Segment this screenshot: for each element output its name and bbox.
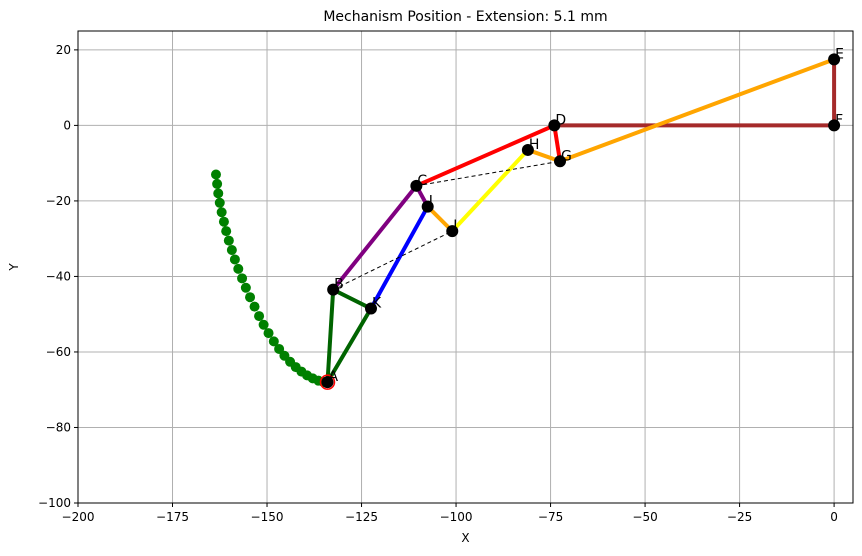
dashed-link-BI [332,230,453,291]
y-tick-label: −100 [38,496,71,510]
y-tick-label: −40 [46,269,71,283]
trace-point [214,197,225,208]
joint-label-I: I [453,218,457,234]
joint-point-B [327,283,340,296]
joint-point-K [364,302,377,315]
joint-point-F [828,119,841,132]
trace-point [263,328,274,339]
link-AK [325,306,373,385]
link-EG [558,57,837,164]
y-tick-label: −80 [46,420,71,434]
dashed-links [332,160,561,291]
x-tick-label: −50 [632,510,657,524]
trace-point [254,311,265,322]
joint-point-H [521,143,534,156]
link-DG [552,123,563,164]
x-tick-label: −75 [538,510,563,524]
link-BC [331,183,419,292]
joint-point-C [410,179,423,192]
trace-point [221,226,232,237]
link-AB [325,287,336,385]
trace-point [212,178,223,189]
joint-label-K: K [372,296,382,312]
trace-point [245,292,256,303]
joint-label-J: J [428,194,433,210]
x-tick-label: −200 [62,510,95,524]
y-tick-label: 20 [56,43,71,57]
trace-point [223,235,234,246]
joint-point-A [321,376,334,389]
trace-point [226,245,237,256]
y-axis-ticks: −100 −80 −60 −40 −20 0 20 [38,43,78,510]
x-tick-label: 0 [830,510,838,524]
joint-label-D: D [555,112,566,128]
x-axis-ticks: −200 −175 −150 −125 −100 −75 −50 −25 0 [62,503,838,524]
joint-point-D [548,119,561,132]
trace-point [216,207,227,218]
x-tick-label: −125 [345,510,378,524]
joint-label-G: G [561,148,572,164]
joint-point-I [446,225,459,238]
dashed-link-CG [416,160,561,187]
trace-point [258,319,269,330]
pivot-ring-A [319,374,336,390]
joint-label-E: E [835,46,844,62]
trace-point [229,254,240,265]
joint-point-J [421,200,434,213]
x-tick-label: −25 [727,510,752,524]
y-tick-label: −20 [46,194,71,208]
x-tick-label: −150 [251,510,284,524]
joint-label-C: C [417,173,427,189]
linkage-bars [325,57,837,385]
x-tick-label: −175 [156,510,189,524]
joint-label-H: H [529,137,540,153]
trace-point [274,343,285,354]
trace-point [268,336,279,347]
joint-point-E [828,53,841,66]
joint-label-A: A [329,369,339,385]
link-BK [331,287,373,311]
x-axis-label: X [461,531,469,545]
link-CD [414,123,557,188]
joint-label-F: F [835,112,843,128]
x-tick-label: −100 [440,510,473,524]
y-tick-label: −60 [46,345,71,359]
joint-labels: A B C D E F G H I J K [329,46,844,385]
trace-point [240,282,251,293]
trace-point [237,273,248,284]
trace-point [210,169,221,180]
link-HI [450,147,530,234]
trace-point [218,216,229,227]
y-axis-label: Y [7,263,21,272]
joint-points [319,53,841,390]
trace-point [233,263,244,274]
joint-label-B: B [334,277,344,293]
chart-title: Mechanism Position - Extension: 5.1 mm [323,9,607,25]
plot-frame [77,30,854,504]
trace-point [213,188,224,199]
joint-point-G [554,155,567,168]
y-tick-label: 0 [63,118,71,132]
trace-point [249,301,260,312]
